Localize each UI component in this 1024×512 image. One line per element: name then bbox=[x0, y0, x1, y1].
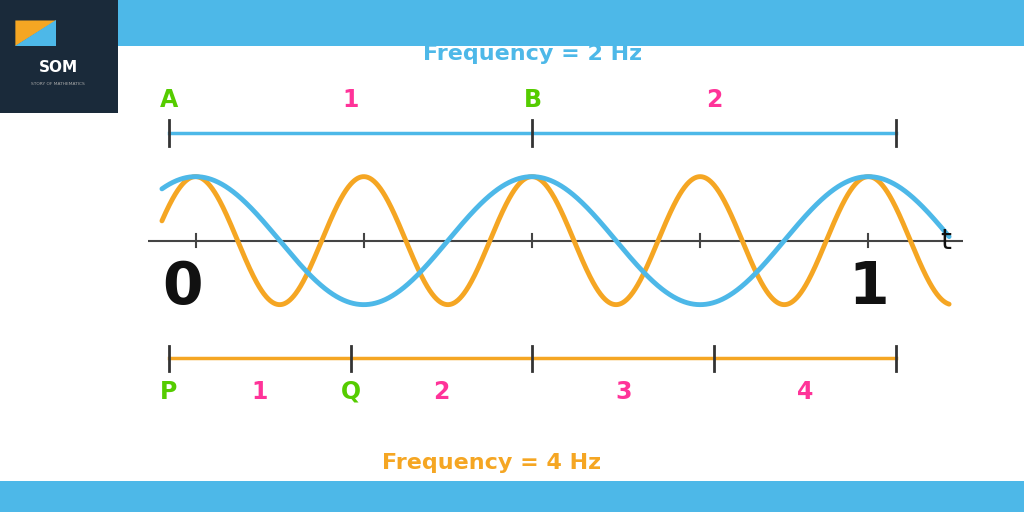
Text: 1: 1 bbox=[848, 259, 889, 315]
Polygon shape bbox=[15, 20, 56, 46]
Bar bbox=[0, 481, 1024, 512]
Text: Q: Q bbox=[341, 380, 360, 403]
Text: 2: 2 bbox=[433, 380, 450, 403]
Bar bbox=[0, 0, 1024, 46]
Polygon shape bbox=[15, 20, 56, 46]
Text: 2: 2 bbox=[707, 88, 722, 112]
Text: 4: 4 bbox=[797, 380, 813, 403]
Text: SOM: SOM bbox=[39, 60, 78, 75]
Text: 3: 3 bbox=[615, 380, 632, 403]
Text: Frequency = 2 Hz: Frequency = 2 Hz bbox=[423, 44, 642, 64]
Text: 1: 1 bbox=[252, 380, 268, 403]
Text: P: P bbox=[161, 380, 177, 403]
Polygon shape bbox=[0, 0, 118, 113]
Text: B: B bbox=[523, 88, 542, 112]
Text: A: A bbox=[160, 88, 178, 112]
Text: t: t bbox=[940, 227, 951, 254]
Text: STORY OF MATHEMATICS: STORY OF MATHEMATICS bbox=[32, 82, 85, 87]
Text: 0: 0 bbox=[162, 259, 203, 315]
Text: 1: 1 bbox=[343, 88, 358, 112]
Text: Frequency = 4 Hz: Frequency = 4 Hz bbox=[382, 453, 601, 474]
